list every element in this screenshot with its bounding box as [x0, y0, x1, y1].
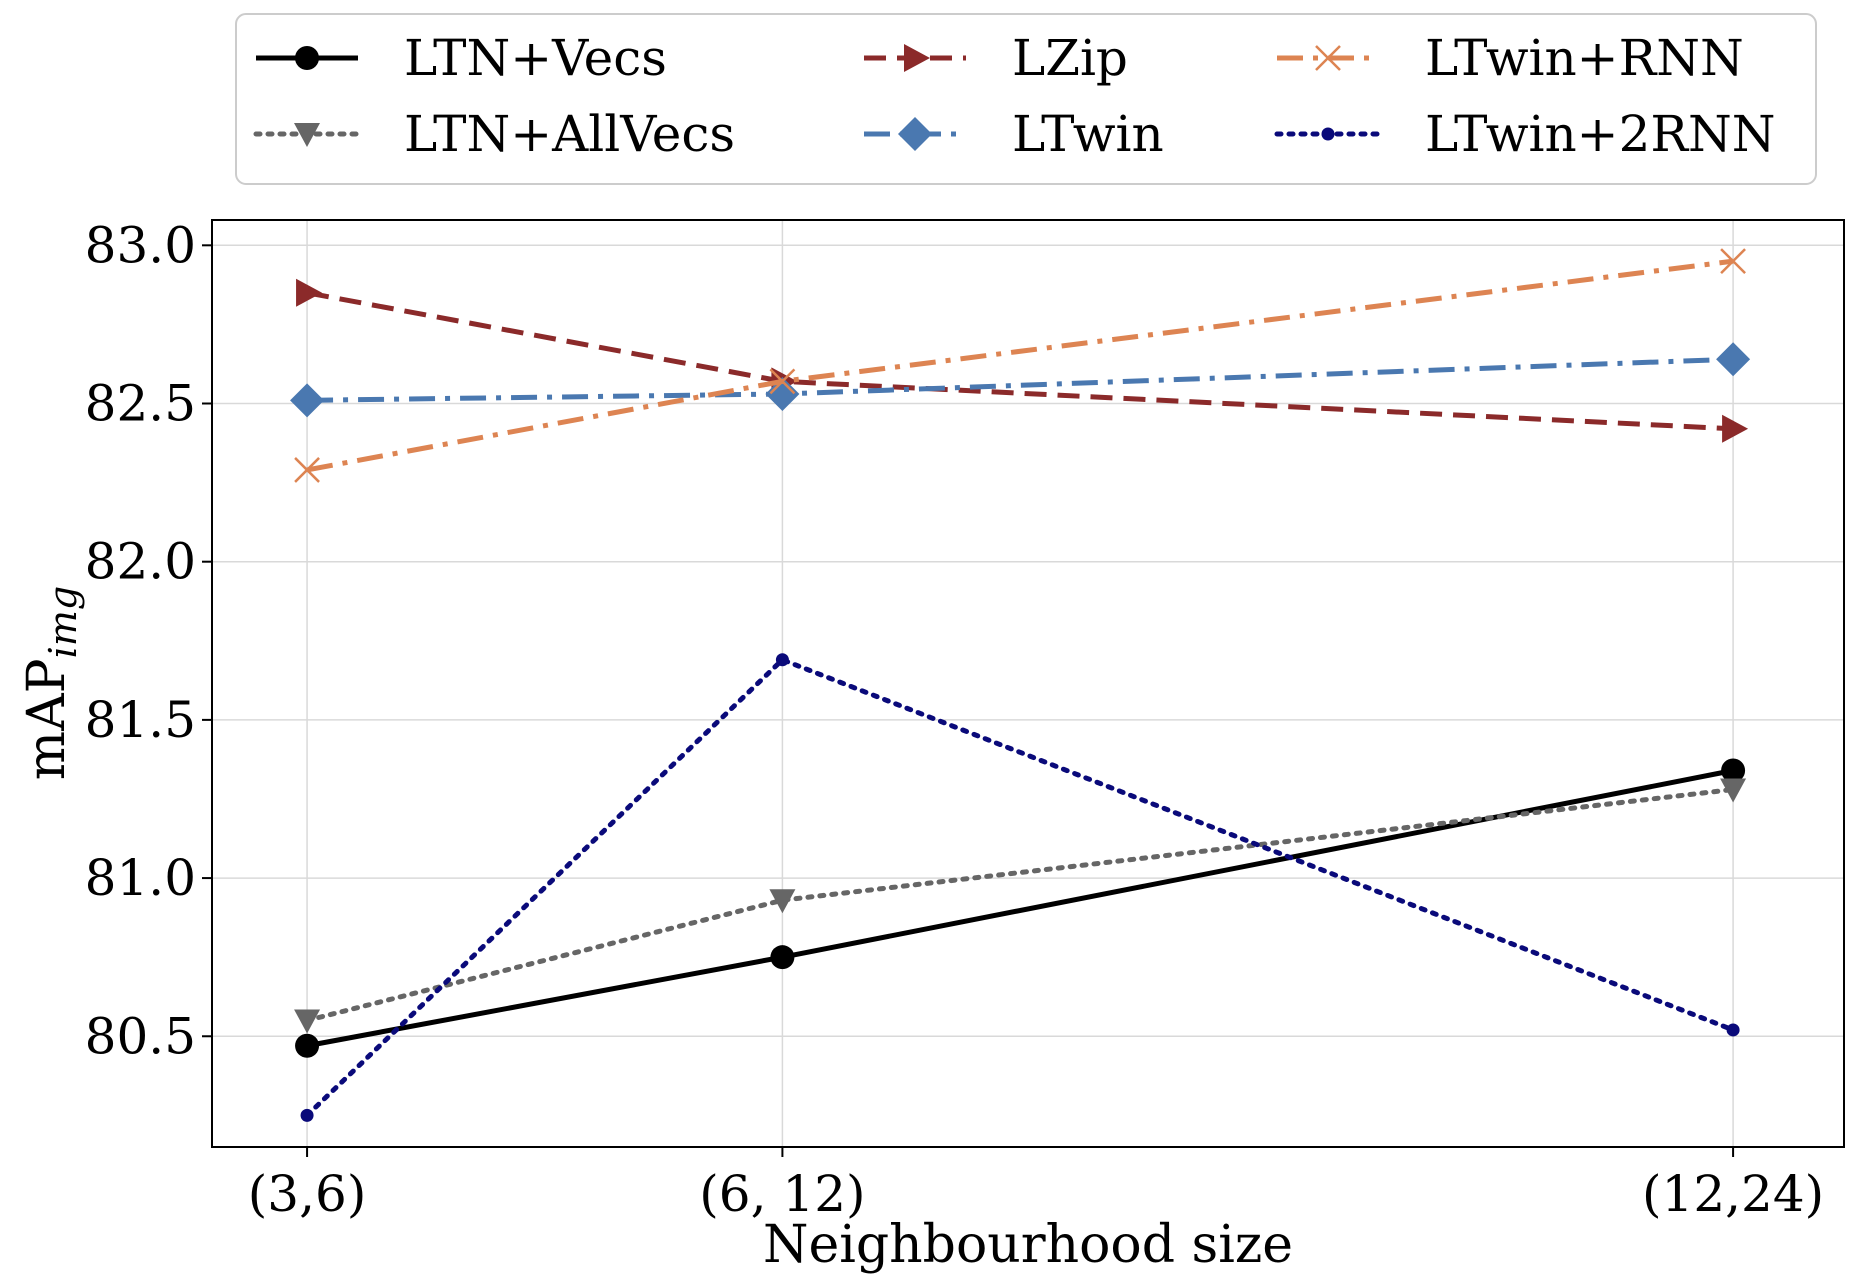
legend-label-ltn-vecs: LTN+Vecs [404, 29, 667, 87]
x-tick-label: (3,6) [248, 1165, 367, 1223]
legend-item-ltwin: LTwin [864, 105, 1164, 163]
series-line-ltn-vecs [306, 768, 1734, 1049]
y-ticks: 80.5 81.0 81.5 82.0 82.5 83.0 [85, 216, 212, 1065]
legend-marker-ltn-vecs [295, 46, 319, 70]
data-point-ltwin-2rnn [300, 1108, 314, 1122]
y-axis-label-main: mAP [17, 658, 77, 780]
data-point-ltn-vecs [295, 1033, 320, 1058]
legend-label-lzip: LZip [1012, 29, 1128, 87]
data-point-lzip [1722, 414, 1749, 443]
x-ticks: (3,6) (6, 12) (12,24) [248, 1147, 1824, 1223]
y-axis-label: mAPimg [17, 586, 85, 780]
y-tick-label: 80.5 [85, 1007, 196, 1065]
legend-label-ltn-allvecs: LTN+AllVecs [404, 105, 735, 163]
series-line-ltn-allvecs [304, 786, 1736, 1023]
data-point-ltn-allvecs [294, 1009, 321, 1034]
data-point-lzip [296, 278, 323, 307]
legend-label-ltwin-rnn: LTwin+RNN [1425, 29, 1744, 87]
series-group [290, 248, 1751, 1122]
legend-marker-ltwin [898, 117, 932, 151]
series-ltwin [290, 342, 1751, 418]
legend-marker-ltn-allvecs [294, 123, 320, 147]
y-axis-label-subscript: img [41, 586, 85, 659]
legend: LTN+Vecs LTN+AllVecs LZip LTwin LTwin+RNN LTw… [253, 29, 1776, 163]
data-point-ltwin [1716, 342, 1751, 377]
legend-marker-lzip [904, 44, 930, 72]
data-point-ltwin-2rnn [775, 653, 789, 667]
legend-label-ltwin: LTwin [1012, 105, 1164, 163]
legend-item-lzip: LZip [864, 29, 1128, 87]
series-lzip [296, 278, 1749, 443]
series-ltn-vecs [295, 758, 1746, 1058]
y-tick-label: 82.5 [85, 375, 196, 433]
legend-box [235, 13, 1817, 185]
series-line-ltwin [307, 356, 1734, 403]
data-point-ltn-vecs [1721, 758, 1746, 783]
y-tick-label: 81.5 [85, 691, 196, 749]
series-ltn-allvecs [294, 778, 1747, 1034]
legend-label-ltwin-2rnn: LTwin+2RNN [1425, 105, 1776, 163]
legend-item-ltn-vecs: LTN+Vecs [256, 29, 667, 87]
data-point-ltn-allvecs [1720, 778, 1747, 803]
y-tick-label: 83.0 [85, 216, 196, 274]
legend-item-ltwin-rnn: LTwin+RNN [1277, 29, 1744, 87]
y-tick-label: 81.0 [85, 849, 196, 907]
legend-item-ltwin-2rnn: LTwin+2RNN [1274, 105, 1776, 163]
data-point-ltwin [765, 377, 800, 412]
series-line-lzip [306, 290, 1734, 432]
data-point-ltwin-rnn [294, 457, 320, 483]
x-tick-label: (12,24) [1642, 1165, 1824, 1223]
legend-marker-ltwin-rnn [1315, 45, 1341, 71]
series-ltwin-rnn [294, 248, 1746, 483]
y-tick-label: 82.0 [85, 533, 196, 591]
series-line-ltwin-2rnn [304, 656, 1736, 1118]
data-point-ltn-allvecs [769, 889, 796, 914]
legend-item-ltn-allvecs: LTN+AllVecs [253, 105, 735, 163]
legend-marker-ltwin-2rnn [1321, 127, 1335, 141]
data-point-ltwin-rnn [1720, 248, 1746, 275]
data-point-ltwin [290, 383, 325, 418]
series-ltwin-2rnn [300, 653, 1740, 1122]
data-point-ltwin-rnn [769, 368, 796, 395]
data-point-ltn-vecs [770, 945, 795, 970]
x-tick-label: (6, 12) [699, 1165, 865, 1223]
plot-frame [211, 219, 1845, 1148]
data-point-ltwin-2rnn [1726, 1023, 1740, 1037]
x-axis-label: Neighbourhood size [763, 1215, 1293, 1275]
grid [212, 220, 1844, 1147]
